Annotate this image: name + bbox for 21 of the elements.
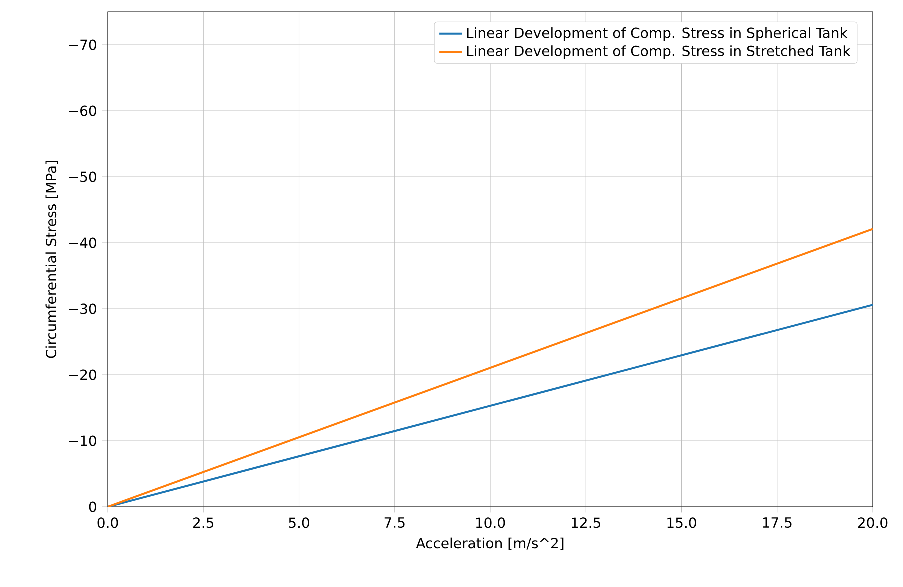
y-axis-title: Circumferential Stress [MPa] bbox=[46, 161, 58, 358]
x-tick-label: 12.5 bbox=[572, 518, 600, 528]
x-tick-label: 17.5 bbox=[763, 518, 792, 528]
x-tick-label: 10.0 bbox=[476, 518, 506, 528]
y-tick-label: −30 bbox=[69, 304, 96, 314]
y-tick-label: −50 bbox=[69, 172, 96, 182]
y-tick-label: −20 bbox=[69, 370, 96, 380]
legend-label: Linear Development of Comp. Stress in Spherical Tank bbox=[467, 28, 848, 42]
x-tick-label: 2.5 bbox=[194, 518, 214, 528]
x-tick-label: 7.5 bbox=[384, 518, 405, 528]
y-tick-label: −70 bbox=[69, 40, 96, 50]
x-axis-title: Acceleration [m/s^2] bbox=[416, 538, 564, 550]
x-tick-label: 15.0 bbox=[668, 518, 696, 528]
y-tick-label: 0 bbox=[89, 502, 96, 512]
y-tick-label: −10 bbox=[69, 436, 96, 446]
x-tick-label: 0.0 bbox=[98, 518, 118, 528]
y-tick-label: −40 bbox=[69, 238, 96, 248]
x-tick-label: 5.0 bbox=[289, 518, 310, 528]
y-tick-label: −60 bbox=[69, 106, 96, 116]
x-tick-label: 20.0 bbox=[858, 518, 888, 528]
legend-label: Linear Development of Comp. Stress in Stretched Tank bbox=[467, 46, 851, 60]
